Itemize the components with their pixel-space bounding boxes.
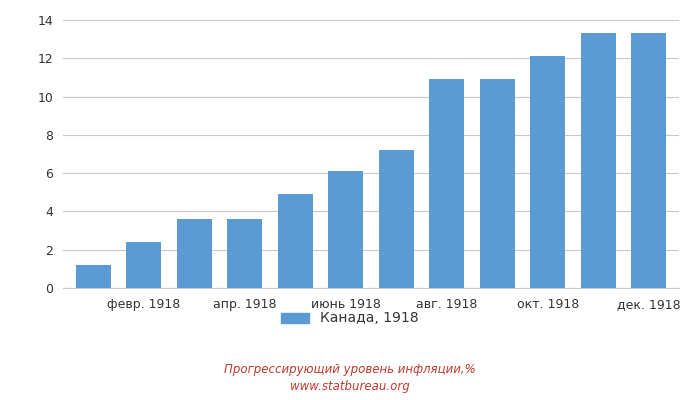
Bar bbox=[631, 33, 666, 288]
Bar bbox=[126, 242, 162, 288]
Bar bbox=[480, 79, 515, 288]
Bar bbox=[278, 194, 313, 288]
Legend: Канада, 1918: Канада, 1918 bbox=[276, 306, 424, 331]
Bar bbox=[530, 56, 566, 288]
Text: www.statbureau.org: www.statbureau.org bbox=[290, 380, 410, 393]
Bar bbox=[379, 150, 414, 288]
Bar bbox=[580, 33, 616, 288]
Bar bbox=[227, 219, 262, 288]
Bar bbox=[429, 79, 464, 288]
Bar bbox=[328, 171, 363, 288]
Bar bbox=[176, 219, 212, 288]
Bar bbox=[76, 265, 111, 288]
Text: Прогрессирующий уровень инфляции,%: Прогрессирующий уровень инфляции,% bbox=[224, 364, 476, 376]
